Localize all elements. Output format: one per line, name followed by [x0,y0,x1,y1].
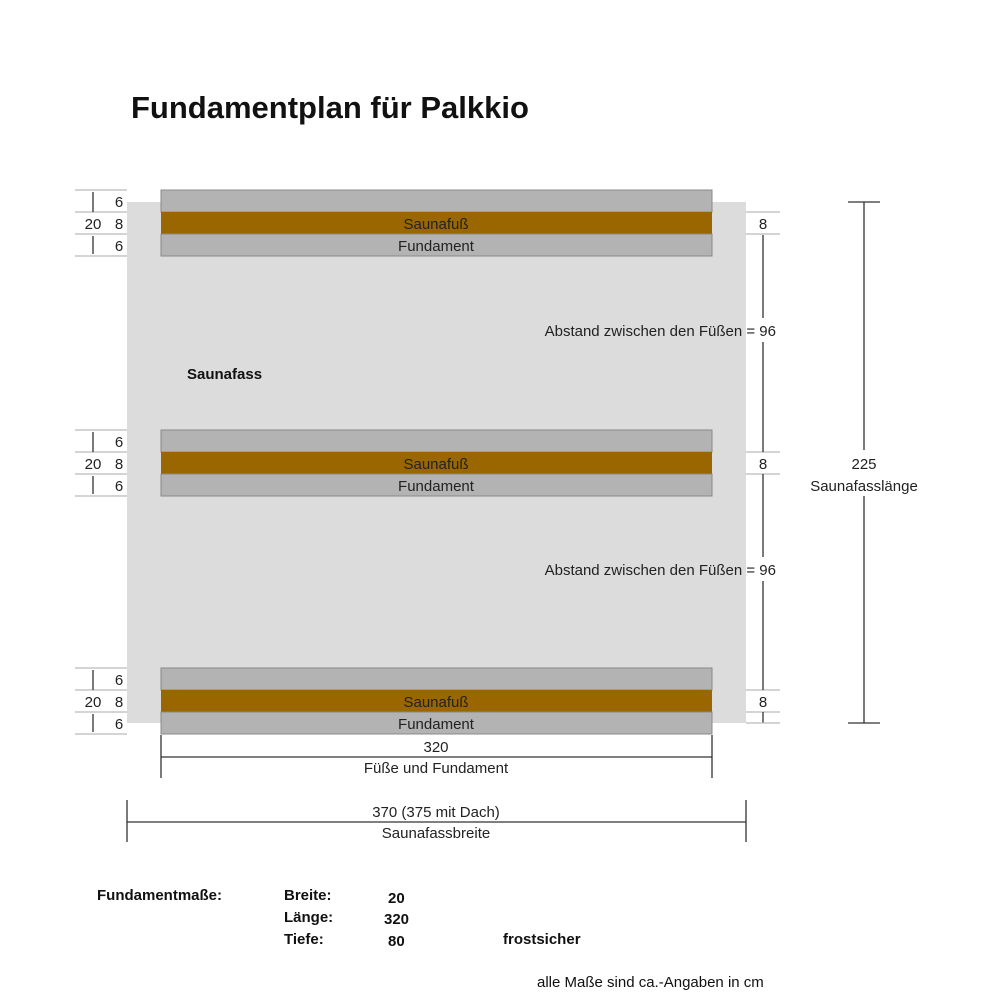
foot-1-saunafuss [161,212,712,234]
foot-1-dim-top: 6 [115,194,123,211]
foot-2-fundament [160,473,713,497]
feet-width-label: Füße und Fundament [364,760,509,777]
spacing-label-1: Abstand zwischen den Füßen = 96 [545,323,776,340]
foot-3-foundation-label: Fundament [398,716,475,733]
barrel-width-value: 370 (375 mit Dach) [372,804,500,821]
footer-note: alle Maße sind ca.-Angaben in cm [537,974,764,991]
length-value: 225 [851,456,876,473]
spec-label-length: Länge: [284,909,334,926]
foot-1-foot-label: Saunafuß [403,216,468,233]
foot-2-dim-top: 6 [115,434,123,451]
foot-1-top-strip [160,189,713,213]
barrel-label: Saunafass [187,366,263,383]
foot-3-dim-middle: 8 [115,694,123,711]
spec-label-width: Breite: [284,887,332,904]
specs-heading: Fundamentmaße: [97,887,223,904]
foot-3-foot-label: Saunafuß [403,694,468,711]
spec-value-depth: 80 [388,933,405,950]
foot-3-dim-bottom: 6 [115,716,123,733]
foot-3-saunafuss [161,690,712,712]
page-title: Fundamentplan für Palkkio [131,90,529,125]
foot-2-dim-middle: 8 [115,456,123,473]
foot-1-dim-middle: 8 [115,216,123,233]
foot-2-dim-bottom: 6 [115,478,123,495]
feet-width-value: 320 [423,739,448,756]
foot-3-dim-top: 6 [115,672,123,689]
spec-label-depth: Tiefe: [284,931,324,948]
foot-2-dim-total: 20 [85,456,102,473]
foot-3-top-strip [160,667,713,691]
foot-3-dim-total: 20 [85,694,102,711]
foot-1-width-dim: 8 [759,216,767,233]
foot-1-fundament [160,233,713,257]
spec-note: frostsicher [503,931,581,948]
foot-1-dim-bottom: 6 [115,238,123,255]
foot-2-saunafuss [161,452,712,474]
foot-2-top-strip [160,429,713,453]
foot-2-width-dim: 8 [759,456,767,473]
foot-1-dim-total: 20 [85,216,102,233]
barrel-width-label: Saunafassbreite [382,825,490,842]
foot-2-foundation-label: Fundament [398,478,475,495]
foot-3-fundament [160,711,713,735]
foot-2-foot-label: Saunafuß [403,456,468,473]
length-label: Saunafasslänge [810,478,918,495]
spec-value-length: 320 [384,911,410,928]
spacing-label-2: Abstand zwischen den Füßen = 96 [545,562,776,579]
foot-1-foundation-label: Fundament [398,238,475,255]
spec-value-width: 20 [388,890,405,907]
foot-3-width-dim: 8 [759,694,767,711]
